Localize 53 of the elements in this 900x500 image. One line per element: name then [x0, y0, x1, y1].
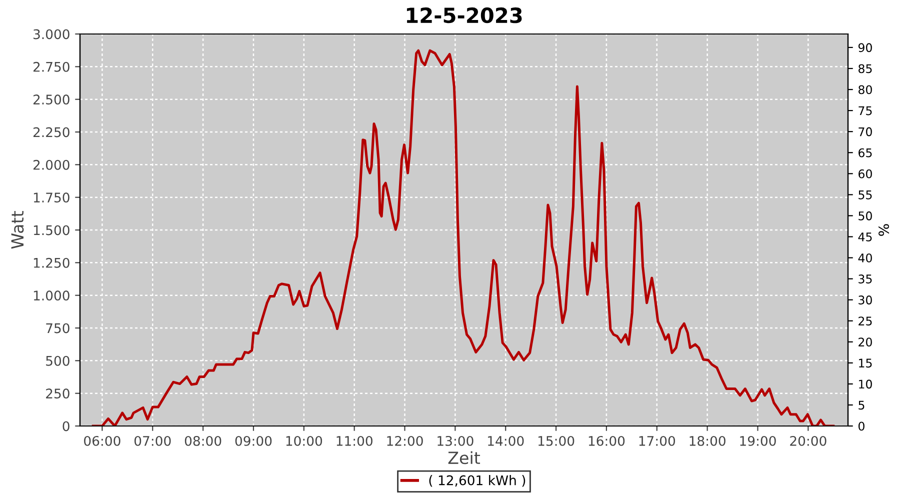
x-tick-label: 06:00 — [84, 436, 120, 446]
y2-tick-label: 10 — [859, 380, 872, 389]
line-series — [92, 49, 835, 426]
y2-tick-label: 15 — [859, 358, 872, 368]
chart-title: 12-5-2023 — [406, 7, 522, 24]
x-tick-label: 14:00 — [488, 436, 524, 446]
y-tick-label: 1.750 — [34, 192, 70, 203]
y2-tick-label: 65 — [858, 148, 872, 158]
x-tick-label: 15:00 — [538, 436, 574, 446]
y2-tick-label: 45 — [858, 232, 872, 242]
x-tick-label: 07:00 — [134, 436, 171, 446]
x-tick-label: 19:00 — [740, 436, 776, 446]
y2-tick-label: 80 — [858, 85, 872, 94]
x-tick-label: 10:00 — [286, 436, 322, 446]
y-tick-label: 2.500 — [33, 94, 70, 105]
y-tick-label: 1.500 — [34, 225, 70, 236]
legend-label: ( 12,601 kWh ) — [429, 475, 526, 487]
y2-tick-label: 35 — [858, 274, 872, 284]
y-tick-label: 1.250 — [34, 258, 70, 268]
y2-tick-label: 5 — [858, 400, 864, 410]
y2-tick-label: 50 — [858, 211, 872, 220]
y2-tick-label: 75 — [858, 106, 872, 116]
x-tick-label: 17:00 — [639, 436, 676, 446]
y2-tick-label: 55 — [858, 190, 872, 200]
y-tick-label: 500 — [46, 356, 70, 366]
y2-tick-label: 25 — [858, 316, 872, 326]
x-axis-title: Zeit — [448, 451, 480, 464]
y-tick-label: 2.250 — [33, 127, 70, 138]
y-tick-label: 2.000 — [33, 160, 70, 170]
y2-tick-label: 70 — [858, 127, 872, 136]
y-tick-label: 3.000 — [34, 29, 70, 40]
y2-axis-title: % — [878, 224, 890, 236]
y-axis-title: Watt — [11, 211, 24, 249]
y2-tick-label: 90 — [858, 43, 872, 52]
y-tick-label: 2.750 — [33, 62, 70, 72]
x-tick-label: 08:00 — [184, 436, 222, 446]
y2-tick-label: 85 — [858, 64, 872, 74]
x-tick-label: 18:00 — [690, 436, 726, 446]
y-tick-label: 1.000 — [34, 290, 70, 301]
y2-tick-label: 30 — [858, 296, 872, 304]
x-tick-label: 11:00 — [336, 436, 372, 446]
x-tick-label: 16:00 — [588, 436, 625, 446]
y-tick-label: 0 — [62, 421, 70, 432]
x-tick-label: 09:00 — [235, 436, 272, 446]
y2-tick-label: 60 — [858, 169, 872, 178]
y-tick-label: 250 — [46, 388, 70, 399]
x-tick-label: 20:00 — [790, 436, 826, 446]
y2-tick-label: 40 — [858, 253, 872, 262]
y2-tick-label: 20 — [858, 338, 872, 347]
x-tick-label: 12:00 — [387, 436, 423, 446]
x-tick-label: 13:00 — [438, 436, 474, 446]
y2-tick-label: 0 — [858, 422, 864, 431]
y-tick-label: 750 — [46, 323, 70, 334]
